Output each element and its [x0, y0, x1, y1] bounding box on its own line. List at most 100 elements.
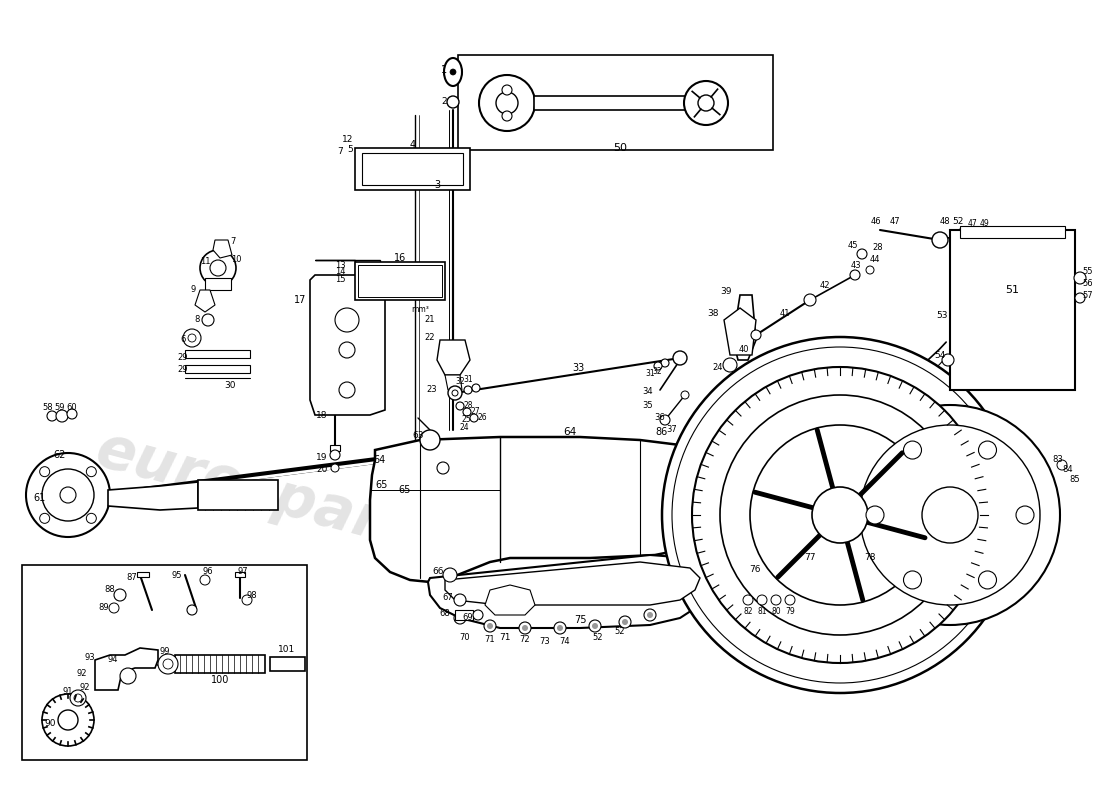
- Text: 66: 66: [432, 567, 443, 577]
- Text: 22: 22: [425, 334, 436, 342]
- Bar: [362, 153, 463, 185]
- Circle shape: [866, 506, 884, 524]
- Bar: [22, 565, 307, 760]
- Text: 96: 96: [202, 567, 213, 577]
- Text: 95: 95: [172, 570, 183, 579]
- Circle shape: [47, 411, 57, 421]
- Text: 51: 51: [1005, 285, 1019, 295]
- Text: 43: 43: [850, 261, 861, 270]
- Text: 90: 90: [44, 718, 56, 727]
- Text: 37: 37: [667, 426, 678, 434]
- Circle shape: [502, 111, 512, 121]
- Text: 52: 52: [593, 634, 603, 642]
- Circle shape: [42, 694, 94, 746]
- Text: 41: 41: [780, 309, 790, 318]
- Polygon shape: [213, 240, 232, 258]
- Text: 71: 71: [485, 635, 495, 645]
- Circle shape: [158, 654, 178, 674]
- Text: 88: 88: [104, 586, 116, 594]
- Text: 60: 60: [67, 403, 77, 413]
- Circle shape: [70, 690, 86, 706]
- Circle shape: [454, 594, 466, 606]
- Text: 54: 54: [934, 350, 946, 359]
- Text: 9: 9: [190, 286, 196, 294]
- Text: 40: 40: [739, 346, 749, 354]
- Circle shape: [472, 384, 480, 392]
- Circle shape: [850, 270, 860, 280]
- Circle shape: [557, 625, 563, 631]
- Circle shape: [67, 409, 77, 419]
- Text: 7: 7: [337, 147, 343, 157]
- Text: 34: 34: [642, 387, 653, 397]
- Text: 65: 65: [376, 480, 388, 490]
- Text: 32: 32: [652, 366, 662, 375]
- Circle shape: [979, 441, 997, 459]
- Text: 8: 8: [195, 315, 200, 325]
- Text: 13: 13: [334, 261, 345, 270]
- Text: 7: 7: [230, 238, 235, 246]
- Text: 94: 94: [108, 655, 119, 665]
- Circle shape: [42, 469, 94, 521]
- Circle shape: [684, 81, 728, 125]
- Circle shape: [339, 382, 355, 398]
- Circle shape: [448, 386, 462, 400]
- Text: 28: 28: [463, 402, 473, 410]
- Text: 56: 56: [1082, 279, 1093, 289]
- Circle shape: [1057, 460, 1067, 470]
- Circle shape: [330, 450, 340, 460]
- Text: 85: 85: [1069, 475, 1080, 485]
- Bar: [185, 365, 250, 373]
- Text: 98: 98: [246, 590, 257, 599]
- Circle shape: [742, 595, 754, 605]
- Circle shape: [519, 622, 531, 634]
- Text: 63: 63: [412, 430, 424, 439]
- Bar: [455, 610, 473, 620]
- Text: 36: 36: [654, 414, 666, 422]
- Circle shape: [644, 609, 656, 621]
- Circle shape: [522, 625, 528, 631]
- Bar: [355, 148, 470, 190]
- Text: 45: 45: [848, 242, 858, 250]
- Bar: [330, 445, 340, 451]
- Text: 50: 50: [613, 143, 627, 153]
- Text: 100: 100: [211, 675, 229, 685]
- Text: 64: 64: [563, 427, 576, 437]
- Circle shape: [554, 622, 566, 634]
- Text: 5: 5: [348, 146, 353, 154]
- Circle shape: [922, 487, 978, 543]
- Bar: [270, 657, 305, 671]
- Text: 33: 33: [572, 363, 584, 373]
- Text: 21: 21: [425, 315, 436, 325]
- Circle shape: [26, 453, 110, 537]
- Polygon shape: [310, 275, 385, 415]
- Bar: [235, 572, 245, 577]
- Polygon shape: [446, 562, 700, 605]
- Text: 92: 92: [77, 670, 87, 678]
- Text: eurospares: eurospares: [89, 421, 461, 571]
- Circle shape: [840, 405, 1060, 625]
- Circle shape: [866, 266, 874, 274]
- Circle shape: [60, 487, 76, 503]
- Text: 4: 4: [410, 140, 416, 150]
- Circle shape: [336, 308, 359, 332]
- Text: 10: 10: [231, 255, 241, 265]
- Text: 97: 97: [238, 567, 249, 577]
- Text: 27: 27: [470, 407, 480, 417]
- Text: mm³: mm³: [411, 306, 429, 314]
- Text: 2: 2: [441, 97, 447, 106]
- Circle shape: [860, 425, 1040, 605]
- Text: 67: 67: [442, 594, 453, 602]
- Bar: [358, 265, 442, 297]
- Circle shape: [932, 232, 948, 248]
- Text: 44: 44: [870, 255, 880, 265]
- Text: 79: 79: [785, 607, 795, 617]
- Circle shape: [621, 619, 628, 625]
- Text: 76: 76: [749, 566, 761, 574]
- Circle shape: [456, 615, 463, 621]
- Text: 71: 71: [499, 634, 510, 642]
- Text: 47: 47: [968, 218, 978, 227]
- Circle shape: [109, 603, 119, 613]
- Circle shape: [812, 487, 868, 543]
- Circle shape: [673, 351, 688, 365]
- Bar: [185, 350, 250, 358]
